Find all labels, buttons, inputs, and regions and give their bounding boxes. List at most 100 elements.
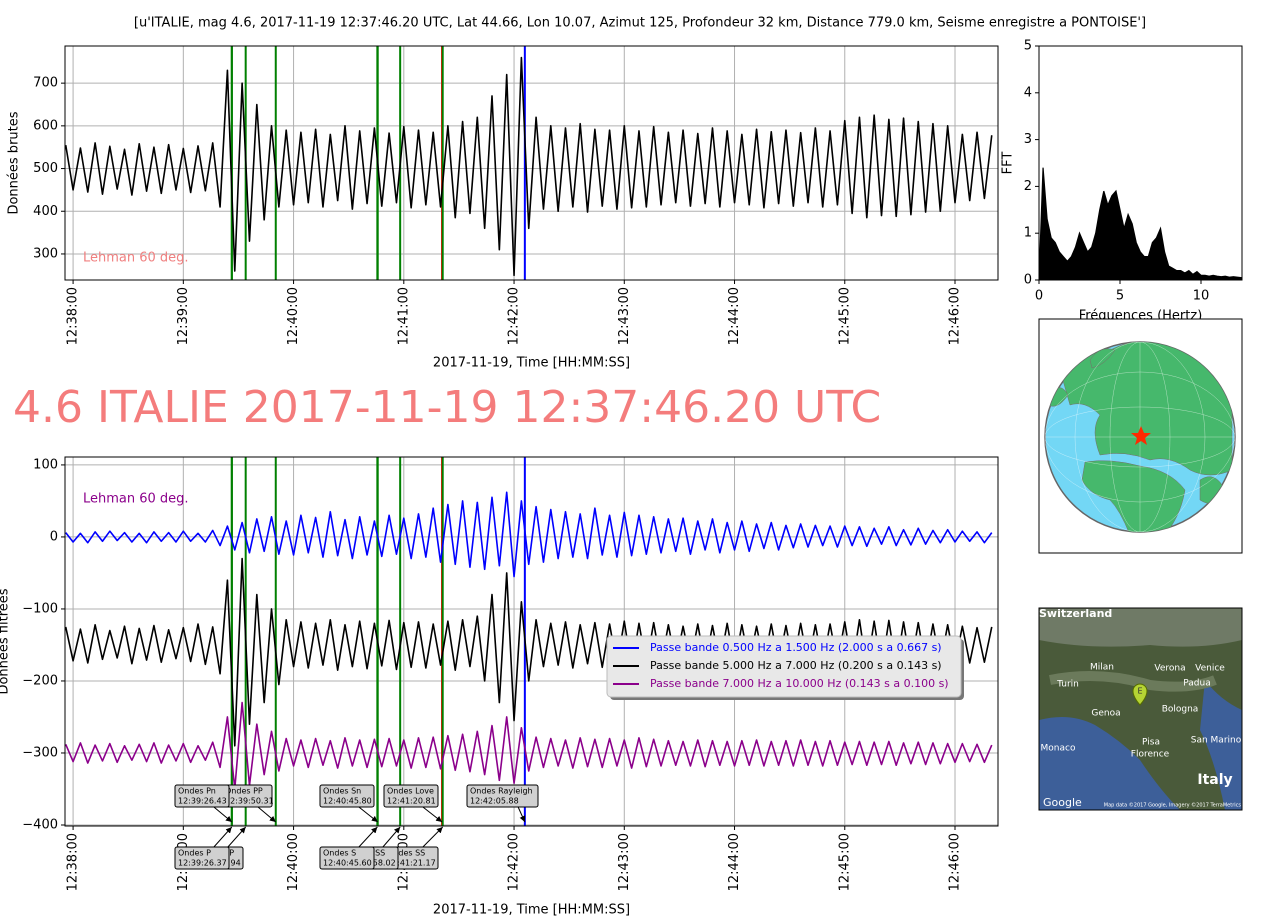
y-tick-label: 0 xyxy=(50,529,58,544)
x-axis-label: 2017-11-19, Time [HH:MM:SS] xyxy=(433,356,630,371)
y-tick-label: 3 xyxy=(1024,132,1032,147)
phase-name: Ondes PP xyxy=(225,787,263,796)
series-line xyxy=(65,491,993,578)
y-tick-label: −200 xyxy=(22,673,58,688)
phase-time: 12:41:21.17 xyxy=(387,859,436,868)
y-tick-label: 0 xyxy=(1024,273,1032,288)
phase-time: 12:40:45.60 xyxy=(323,859,372,868)
x-tick-label: 12:45:00 xyxy=(837,833,852,891)
y-tick-label: 400 xyxy=(33,204,58,219)
plot-frame xyxy=(64,45,999,281)
map-label: Milan xyxy=(1090,663,1114,673)
y-tick-label: 2 xyxy=(1024,179,1032,194)
series-line xyxy=(65,701,993,790)
x-tick-label: 12:40:00 xyxy=(286,287,301,345)
chart: 300 400 500 600 700 12:38:00 12:39:00 12:40:00 1… xyxy=(7,45,999,371)
y-tick-label: −300 xyxy=(22,745,58,760)
phase-name: Ondes S xyxy=(323,849,356,858)
phase-name: Ondes Pn xyxy=(178,787,216,796)
globe-map xyxy=(1038,318,1243,554)
phase-time: 12:39:26.43 xyxy=(178,797,227,806)
y-tick-label: −400 xyxy=(22,817,58,832)
annotation: Lehman 60 deg. xyxy=(83,251,189,266)
x-tick-label: 5 xyxy=(1116,289,1124,304)
legend: Passe bande 0.500 Hz a 1.500 Hz (2.000 s… xyxy=(606,635,964,700)
y-tick-label: −100 xyxy=(22,601,58,616)
plot-area xyxy=(1039,167,1242,280)
x-tick-label: 12:44:00 xyxy=(727,287,742,345)
map-label: Bologna xyxy=(1162,705,1199,715)
x-tick-label: 12:46:00 xyxy=(948,833,963,891)
plot-frame xyxy=(1038,45,1243,281)
phase-time: 12:39:26.37 xyxy=(178,859,227,868)
x-axis-label: 2017-11-19, Time [HH:MM:SS] xyxy=(433,903,630,918)
phase-box xyxy=(174,846,230,870)
phase-time: 12:40:45.80 xyxy=(323,797,372,806)
map-attribution: Map data ©2017 Google, Imagery ©2017 Ter… xyxy=(1104,802,1242,809)
map-pin xyxy=(1132,683,1148,706)
y-axis-label: Données brutes xyxy=(7,111,22,214)
headline: 4.6 ITALIE 2017-11-19 12:37:46.20 UTC xyxy=(13,382,881,433)
phase-arrow xyxy=(227,826,247,848)
y-axis-label: FFT xyxy=(1001,152,1016,175)
phase-arrow xyxy=(422,806,443,823)
x-tick-label: 10 xyxy=(1193,289,1210,304)
phase-time: 12:42:05.88 xyxy=(470,797,519,806)
map-pin-label: E xyxy=(1137,687,1142,696)
x-tick-label: 0 xyxy=(1035,289,1043,304)
spectrum-area xyxy=(1039,167,1242,280)
annotation: Lehman 60 deg. xyxy=(83,492,189,507)
x-tick-label: 12:46:00 xyxy=(948,287,963,345)
legend-label: Passe bande 7.000 Hz a 10.000 Hz (0.143 … xyxy=(650,677,949,690)
x-tick-label: 12:44:00 xyxy=(727,833,742,891)
phase-arrow xyxy=(358,826,378,848)
x-tick-label: 12:39:00 xyxy=(176,287,191,345)
satellite-map: Switzerland Milan Verona Venice Turin Padua Ge… xyxy=(1038,607,1243,811)
legend-label: Passe bande 5.000 Hz a 7.000 Hz (0.200 s… xyxy=(650,659,942,672)
y-tick-label: 600 xyxy=(33,118,58,133)
phase-name: Ondes Rayleigh xyxy=(470,787,533,796)
figure-title: [u'ITALIE, mag 4.6, 2017-11-19 12:37:46.… xyxy=(134,16,1146,31)
map-label: Switzerland xyxy=(1039,607,1112,620)
y-tick-label: 1 xyxy=(1024,226,1032,241)
legend-box xyxy=(606,635,962,698)
plot-frame xyxy=(64,456,999,827)
x-tick-label: 12:41:00 xyxy=(396,287,411,345)
phase-box xyxy=(383,784,439,808)
phase-arrow xyxy=(517,806,526,823)
x-tick-label: 12:42:00 xyxy=(507,833,522,891)
chart: 1000−100−200−300−40012:38:0012:39:0012:4… xyxy=(0,456,999,918)
x-tick-label: 12:40:00 xyxy=(286,833,301,891)
phase-name: Ondes Sn xyxy=(323,787,361,796)
map-label: Monaco xyxy=(1041,744,1076,754)
y-axis-label: Données filtrées xyxy=(0,588,12,694)
x-tick-label: 12:45:00 xyxy=(837,287,852,345)
phase-arrow xyxy=(358,806,379,823)
phase-arrow xyxy=(213,806,233,823)
y-tick-label: 500 xyxy=(33,161,58,176)
x-tick-label: 12:38:00 xyxy=(66,287,81,345)
phase-arrow xyxy=(382,826,401,848)
map-label: San Marino xyxy=(1191,736,1242,746)
map-label: Genoa xyxy=(1091,709,1120,719)
map-label: Padua xyxy=(1183,679,1210,689)
phase-name: Ondes SS xyxy=(387,849,425,858)
map-logo: Google xyxy=(1043,796,1082,809)
map-label: Florence xyxy=(1131,750,1170,760)
phase-arrow xyxy=(213,826,233,848)
series-line xyxy=(65,56,993,277)
phase-box xyxy=(466,784,539,808)
y-tick-label: 700 xyxy=(33,76,58,91)
x-tick-label: 12:38:00 xyxy=(66,833,81,891)
phase-box xyxy=(319,846,375,870)
plot-area xyxy=(65,46,993,280)
phase-arrow xyxy=(257,806,277,823)
phase-annotation: Ondes S12:40:45.60 xyxy=(319,826,378,870)
phase-time: 12:41:20.81 xyxy=(387,797,436,806)
phase-box xyxy=(319,784,375,808)
